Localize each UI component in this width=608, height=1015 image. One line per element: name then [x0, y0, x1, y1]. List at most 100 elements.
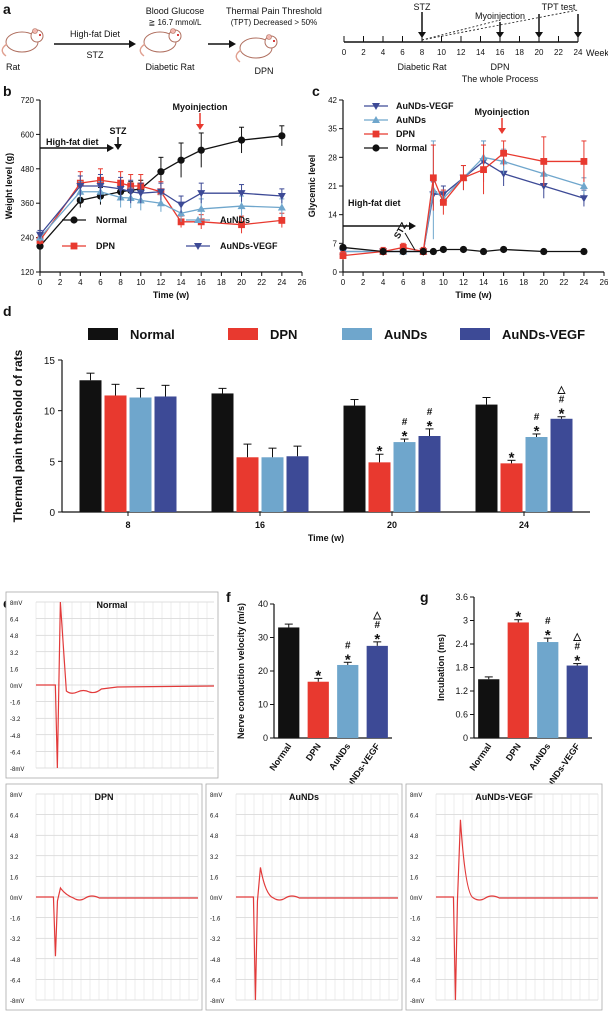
data-point-AuNDs-VEGF [539, 183, 548, 190]
legend-marker-AuNDs-VEGF [194, 243, 202, 250]
ecg-y-label: 1.6 [10, 667, 19, 673]
bar-AuNDs [129, 397, 152, 512]
ecg-y-label: 4.8 [10, 634, 19, 640]
data-point-DPN [480, 166, 487, 174]
legend-swatch-DPN [228, 328, 258, 340]
timeline-tick-label: 18 [515, 48, 524, 57]
bar-DPN [307, 681, 329, 738]
legend-label-Normal: Normal [130, 327, 175, 342]
significance-mark: # [345, 640, 351, 651]
data-point-Normal [439, 245, 447, 254]
significance-mark: # [427, 407, 433, 418]
x-tick-label: Normal [467, 741, 493, 772]
legend-label-DPN: DPN [396, 129, 415, 139]
timeline-tick-label: 14 [476, 48, 485, 57]
data-point-AuNDs-VEGF [237, 190, 246, 198]
y-tick-label: 1.8 [455, 663, 468, 673]
rat-illustration-1-tail [1, 43, 8, 57]
data-point-AuNDs [277, 203, 286, 211]
y-tick-label: 240 [21, 234, 35, 243]
bar-Normal [475, 404, 498, 512]
x-tick-label: Normal [267, 741, 293, 772]
panel-a-rat-label: Rat [6, 62, 21, 72]
x-tick-label: 20 [387, 520, 397, 530]
legend-swatch-Normal [88, 328, 118, 340]
x-tick-label: 8 [421, 278, 426, 287]
timeline-tick-label: 24 [574, 48, 583, 57]
legend-marker-DPN [70, 242, 78, 250]
ecg-y-label: 1.6 [410, 875, 419, 881]
x-tick-label: 4 [381, 278, 386, 287]
significance-mark: △ [372, 610, 381, 621]
legend-label-AuNDs: AuNDs [220, 215, 250, 225]
bar-Normal [79, 380, 102, 512]
x-tick-label: 0 [38, 278, 43, 287]
data-point-AuNDs-VEGF [277, 193, 286, 201]
y-tick-label: 2.4 [455, 639, 468, 649]
ecg-y-label: 6.4 [210, 814, 219, 820]
data-point-AuNDs-VEGF [136, 190, 145, 198]
timeline-tick-label: 6 [400, 48, 405, 57]
data-point-Normal [197, 146, 205, 154]
significance-mark: * [534, 423, 540, 440]
timeline-dotted-2 [421, 9, 579, 41]
y-axis-label-f: Nerve conduction velocity (m/s) [236, 603, 246, 739]
legend-label-AuNDs: AuNDs [384, 327, 427, 342]
bar-AuNDs-VEGF [550, 418, 573, 512]
ecg-y-label: -4.8 [210, 958, 221, 964]
timeline-whole-process: The whole Process [462, 74, 539, 84]
panel-a-diabetic-rat: Diabetic Rat [145, 62, 195, 72]
legend-marker-DPN [372, 130, 380, 138]
y-tick-label: 28 [328, 153, 337, 162]
panel-a-tpt-title: Thermal Pain Threshold [226, 6, 322, 16]
ecg-y-label: 8mV [410, 793, 422, 799]
timeline-tick-label: 22 [554, 48, 563, 57]
bar-DPN [500, 463, 523, 512]
bar-AuNDs-VEGF [154, 396, 177, 512]
ecg-trace-Normal [36, 601, 215, 769]
data-point-DPN [238, 221, 245, 229]
timeline-myo-arrow-head [496, 32, 504, 38]
significance-mark: * [574, 653, 580, 670]
ecg-y-label: -8mV [210, 999, 224, 1005]
data-point-Normal [379, 247, 387, 256]
x-tick-label: 14 [479, 278, 488, 287]
panel-label-c: c [312, 83, 320, 99]
data-point-AuNDs-VEGF [96, 183, 105, 190]
x-tick-label: AuNDs [327, 741, 352, 771]
ecg-y-label: 3.2 [210, 855, 219, 861]
bar-DPN [236, 457, 259, 512]
bar-AuNDs [261, 457, 284, 512]
ecg-y-label: -6.4 [10, 750, 21, 756]
ecg-trace-AuNDs [236, 867, 398, 1001]
y-tick-label: 480 [21, 165, 35, 174]
panel-a-stz-label: STZ [87, 50, 105, 60]
panel-a-bg-value: ≧ 16.7 mmol/L [149, 18, 202, 27]
y-axis-label-c: Glycemic level [307, 155, 317, 218]
ecg-y-label: 0mV [10, 896, 22, 902]
data-point-AuNDs-VEGF [499, 170, 508, 178]
y-tick-label: 1.2 [455, 686, 468, 696]
data-point-DPN [580, 158, 588, 165]
bar-AuNDs-VEGF [418, 436, 441, 512]
b-myo-arrow-head [196, 124, 204, 130]
panel-a-hfd-label: High-fat Diet [70, 29, 121, 39]
legend-label-Normal: Normal [396, 143, 427, 153]
ecg-y-label: -3.2 [410, 937, 421, 943]
bar-AuNDs-VEGF [286, 456, 309, 512]
ecg-y-label: 6.4 [10, 814, 19, 820]
rat-illustration-2-eye [177, 34, 179, 36]
legend-label-AuNDs-VEGF: AuNDs-VEGF [220, 241, 278, 251]
x-tick-label: 26 [298, 278, 307, 287]
y-tick-label: 15 [44, 356, 56, 367]
ecg-y-label: -3.2 [10, 717, 21, 723]
data-point-AuNDs-VEGF [116, 185, 125, 193]
x-axis-label-b: Time (w) [153, 290, 189, 300]
x-tick-label: 4 [78, 278, 83, 287]
y-tick-label: 10 [258, 700, 268, 710]
data-point-Normal [339, 243, 347, 252]
data-point-DPN [540, 158, 548, 165]
ecg-y-label: -1.6 [10, 701, 21, 707]
data-point-AuNDs [156, 199, 165, 207]
ecg-y-label: -3.2 [10, 937, 21, 943]
